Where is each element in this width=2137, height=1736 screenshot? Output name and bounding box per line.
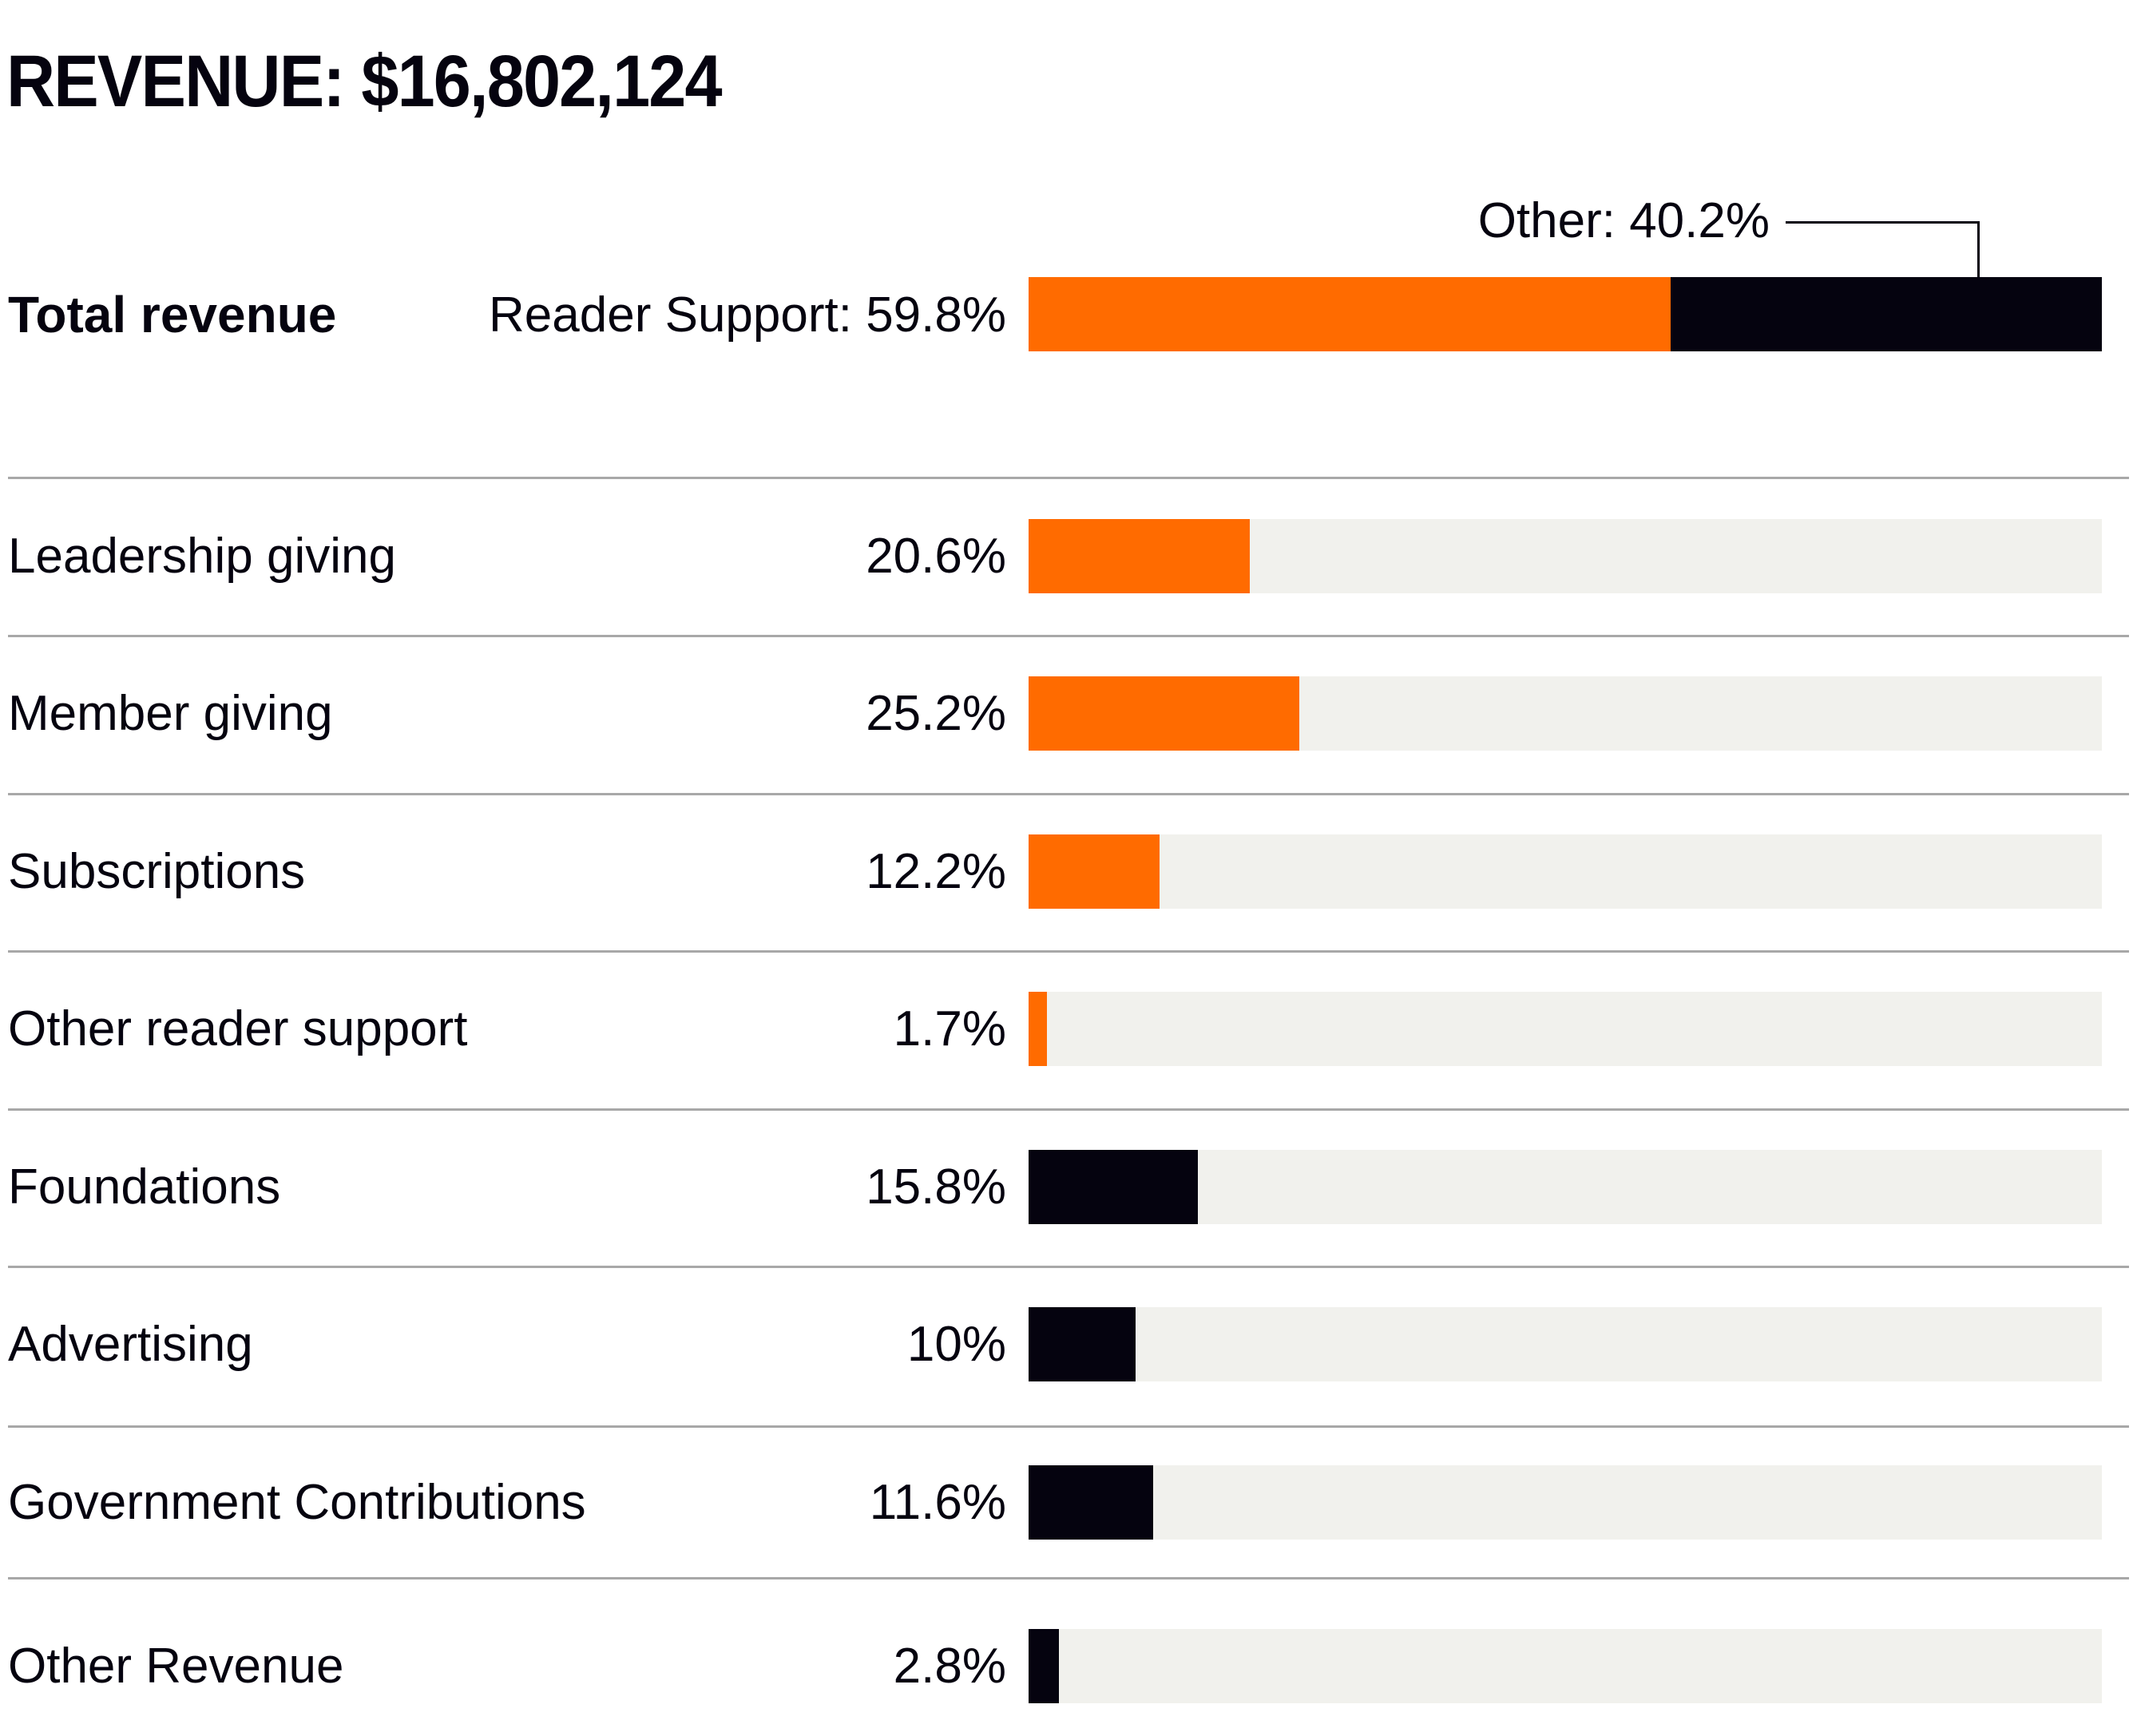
bar-track bbox=[1029, 519, 2102, 593]
category-row: Leadership giving 20.6% bbox=[0, 519, 2137, 593]
other-segment bbox=[1670, 277, 2102, 351]
divider bbox=[8, 1425, 2129, 1428]
category-value-label: 15.8% bbox=[866, 1159, 1006, 1215]
category-row: Subscriptions 12.2% bbox=[0, 834, 2137, 909]
bar-track bbox=[1029, 992, 2102, 1066]
bar bbox=[1029, 519, 1250, 593]
category-label: Government Contributions bbox=[8, 1474, 586, 1530]
divider bbox=[8, 477, 2129, 479]
total-revenue-label: Total revenue bbox=[8, 286, 337, 343]
category-row: Advertising 10% bbox=[0, 1307, 2137, 1381]
category-value-label: 11.6% bbox=[869, 1474, 1006, 1530]
category-value-label: 20.6% bbox=[866, 528, 1006, 584]
reader-support-segment bbox=[1029, 277, 1671, 351]
divider bbox=[8, 793, 2129, 795]
category-value-label: 2.8% bbox=[893, 1638, 1006, 1694]
category-row: Foundations 15.8% bbox=[0, 1150, 2137, 1224]
divider bbox=[8, 1577, 2129, 1579]
divider bbox=[8, 1266, 2129, 1268]
bar-track bbox=[1029, 1629, 2102, 1703]
category-label: Other Revenue bbox=[8, 1638, 344, 1694]
category-row: Member giving 25.2% bbox=[0, 676, 2137, 751]
category-row: Other Revenue 2.8% bbox=[0, 1629, 2137, 1703]
bar bbox=[1029, 1465, 1153, 1540]
category-label: Subscriptions bbox=[8, 843, 306, 899]
bar bbox=[1029, 1150, 1199, 1224]
bar-track bbox=[1029, 1465, 2102, 1540]
bar bbox=[1029, 834, 1160, 909]
category-value-label: 12.2% bbox=[866, 843, 1006, 899]
other-leader-line bbox=[1786, 221, 1980, 279]
category-value-label: 10% bbox=[906, 1316, 1006, 1372]
bar bbox=[1029, 676, 1299, 751]
category-value-label: 1.7% bbox=[893, 1001, 1006, 1056]
category-row: Government Contributions 11.6% bbox=[0, 1465, 2137, 1540]
category-label: Other reader support bbox=[8, 1001, 468, 1056]
category-value-label: 25.2% bbox=[866, 685, 1006, 741]
category-label: Leadership giving bbox=[8, 528, 397, 584]
other-label: Other: 40.2% bbox=[1477, 193, 1770, 248]
category-label: Member giving bbox=[8, 685, 333, 741]
bar bbox=[1029, 1307, 1136, 1381]
category-label: Advertising bbox=[8, 1316, 253, 1372]
divider bbox=[8, 950, 2129, 953]
bar-track bbox=[1029, 1150, 2102, 1224]
bar bbox=[1029, 1629, 1059, 1703]
divider bbox=[8, 635, 2129, 637]
total-revenue-bar bbox=[1029, 277, 2102, 351]
reader-support-label: Reader Support: 59.8% bbox=[489, 287, 1006, 343]
bar bbox=[1029, 992, 1047, 1066]
divider bbox=[8, 1108, 2129, 1111]
bar-track bbox=[1029, 676, 2102, 751]
category-row: Other reader support 1.7% bbox=[0, 992, 2137, 1066]
bar-track bbox=[1029, 1307, 2102, 1381]
page-title: REVENUE: $16,802,124 bbox=[6, 41, 723, 122]
bar-track bbox=[1029, 834, 2102, 909]
category-label: Foundations bbox=[8, 1159, 281, 1215]
